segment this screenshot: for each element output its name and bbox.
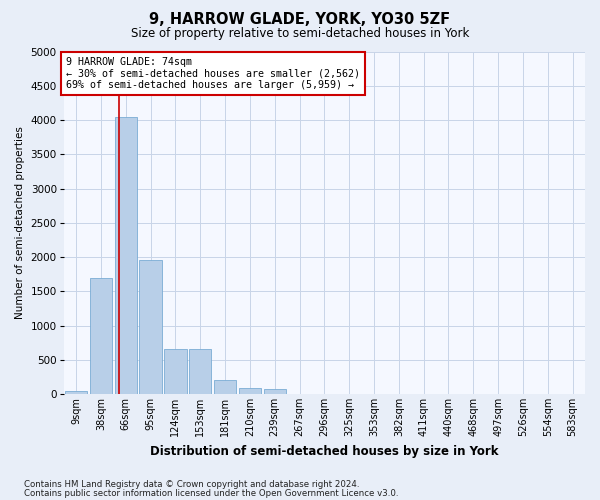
Bar bbox=[239, 388, 261, 394]
Text: Contains public sector information licensed under the Open Government Licence v3: Contains public sector information licen… bbox=[24, 489, 398, 498]
Bar bbox=[164, 350, 187, 394]
Text: Contains HM Land Registry data © Crown copyright and database right 2024.: Contains HM Land Registry data © Crown c… bbox=[24, 480, 359, 489]
Bar bbox=[139, 260, 162, 394]
Bar bbox=[214, 380, 236, 394]
Text: 9, HARROW GLADE, YORK, YO30 5ZF: 9, HARROW GLADE, YORK, YO30 5ZF bbox=[149, 12, 451, 26]
Bar bbox=[65, 390, 88, 394]
Text: Size of property relative to semi-detached houses in York: Size of property relative to semi-detach… bbox=[131, 28, 469, 40]
Bar bbox=[189, 350, 211, 394]
Y-axis label: Number of semi-detached properties: Number of semi-detached properties bbox=[15, 126, 25, 319]
Bar bbox=[263, 389, 286, 394]
Text: 9 HARROW GLADE: 74sqm
← 30% of semi-detached houses are smaller (2,562)
69% of s: 9 HARROW GLADE: 74sqm ← 30% of semi-deta… bbox=[67, 56, 361, 90]
Bar bbox=[115, 116, 137, 394]
X-axis label: Distribution of semi-detached houses by size in York: Distribution of semi-detached houses by … bbox=[150, 444, 499, 458]
Bar bbox=[90, 278, 112, 394]
